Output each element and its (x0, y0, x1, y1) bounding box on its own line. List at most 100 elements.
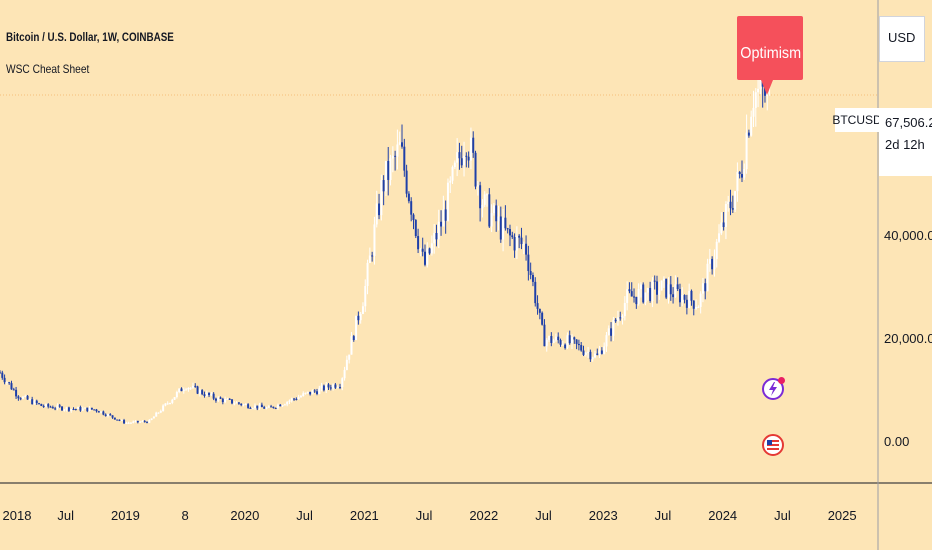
candle-body (247, 404, 250, 408)
candle-body (708, 258, 711, 264)
candle-body (575, 339, 578, 344)
optimism-signal-marker[interactable] (737, 16, 803, 96)
candle-body (426, 248, 429, 265)
candle-body (373, 224, 376, 257)
candle-body (143, 421, 146, 423)
candle-body (217, 397, 220, 401)
candle-body (116, 419, 119, 421)
candle-body (208, 392, 211, 396)
candle-body (44, 404, 47, 407)
candle-body (715, 241, 718, 260)
candle-body (407, 193, 410, 202)
candle-body (21, 396, 24, 399)
candle-body (205, 392, 208, 396)
candle-body (589, 351, 592, 360)
candle-body (527, 254, 530, 272)
candle-body (83, 407, 86, 409)
candle-body (368, 255, 371, 263)
candle-body (718, 233, 721, 242)
x-tick-label: 2022 (469, 508, 499, 523)
us-flag-icon[interactable] (762, 434, 784, 456)
candle-body (649, 287, 652, 301)
candle-body (665, 278, 668, 298)
indicator-name[interactable]: WSC Cheat Sheet (6, 62, 90, 76)
candle-body (24, 395, 27, 397)
candle-body (515, 235, 518, 251)
candle-body (332, 384, 335, 389)
currency-selector[interactable]: USD (879, 16, 925, 62)
candle-body (676, 284, 679, 290)
candle-body (320, 385, 323, 389)
candle-body (741, 174, 744, 178)
candle-body (189, 387, 192, 389)
candle-body (593, 353, 596, 358)
candle-body (444, 209, 447, 221)
x-tick-label: 8 (181, 508, 189, 523)
candle-body (486, 194, 489, 196)
y-tick-label: 40,000.00 (884, 228, 932, 244)
candle-body (492, 205, 495, 214)
candle-body (267, 406, 270, 408)
candle-body (281, 405, 284, 407)
candle-body (499, 216, 502, 240)
candle-body (651, 280, 654, 301)
candle-body (350, 336, 353, 355)
candle-body (249, 407, 252, 409)
candle-body (359, 313, 362, 321)
candle-body (196, 386, 199, 394)
candle-body (191, 385, 194, 388)
candle-body (623, 302, 626, 317)
candle-body (430, 243, 433, 254)
x-tick-label: Jul (535, 508, 552, 523)
candle-body (658, 290, 661, 295)
candle-body (5, 382, 8, 384)
candle-body (568, 335, 571, 344)
candle-body (508, 229, 511, 236)
lightning-icon[interactable] (762, 377, 785, 400)
candle-body (548, 336, 551, 340)
candle-body (322, 385, 325, 391)
y-tick-label: 20,000.00 (884, 331, 932, 347)
candle-body (495, 205, 498, 222)
last-price-tag: 67,506.25 2d 12h (879, 108, 932, 176)
candle-body (757, 88, 760, 93)
candle-body (511, 235, 514, 238)
candle-body (306, 391, 309, 393)
candle-body (134, 420, 137, 422)
candle-body (442, 209, 445, 227)
candle-body (219, 397, 222, 399)
candle-body (136, 420, 139, 423)
candle-body (685, 299, 688, 308)
candle-body (401, 142, 404, 147)
candle-body (437, 221, 440, 240)
candle-body (410, 201, 413, 215)
candle-body (518, 235, 521, 238)
candle-body (201, 390, 204, 395)
candle-body (175, 392, 178, 398)
candle-body (474, 152, 477, 187)
candle-body (697, 306, 700, 308)
candle-body (70, 408, 73, 411)
candle-body (272, 406, 275, 408)
candle-body (118, 419, 121, 421)
candle-body (731, 208, 734, 210)
candle-body (727, 201, 730, 205)
candle-body (759, 77, 762, 89)
candle-body (237, 402, 240, 404)
candle-body (336, 387, 339, 389)
candle-body (433, 232, 436, 244)
candle-body (490, 213, 493, 227)
candle-body (704, 283, 707, 292)
candle-body (276, 404, 279, 409)
candle-body (440, 221, 443, 227)
x-tick-label: Jul (774, 508, 791, 523)
candle-body (54, 408, 57, 410)
candle-body (253, 405, 256, 409)
candle-body (111, 415, 114, 418)
candle-body (616, 317, 619, 322)
candle-body (97, 411, 100, 413)
candle-body (550, 336, 553, 343)
candle-body (695, 307, 698, 309)
candle-body (531, 275, 534, 282)
